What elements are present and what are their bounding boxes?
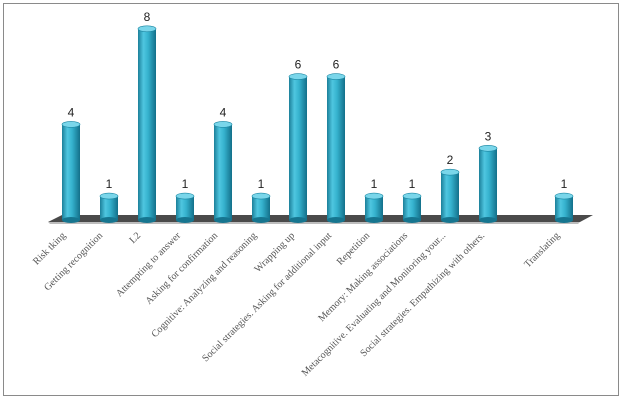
bar-4	[175, 192, 195, 223]
data-label-5: 4	[220, 105, 227, 119]
bar-11	[440, 168, 460, 223]
bar-1	[61, 121, 81, 223]
bar-2	[99, 192, 119, 223]
bar-5	[213, 121, 233, 223]
data-label-3: 8	[144, 10, 151, 24]
category-label-8: Social strategies. Asking for additional…	[200, 230, 334, 364]
bar-8	[326, 73, 346, 223]
bar-12	[478, 145, 498, 223]
data-label-12: 3	[485, 129, 492, 143]
data-label-10: 1	[409, 177, 416, 191]
category-label-9: Repetition	[335, 230, 372, 267]
category-label-11: Metacognitive. Evaluating and Monitoring…	[300, 230, 448, 378]
category-label-3: L2	[127, 230, 143, 246]
chart-floor-shade	[48, 222, 580, 224]
data-label-9: 1	[371, 177, 378, 191]
data-label-13: 1	[561, 177, 568, 191]
data-label-6: 1	[258, 177, 265, 191]
category-label-4: Attempting to answer	[114, 230, 184, 300]
bar-10	[402, 192, 422, 223]
data-label-11: 2	[447, 153, 454, 167]
data-label-2: 1	[106, 177, 113, 191]
bar-13	[554, 192, 574, 223]
bar-3	[137, 25, 157, 223]
data-label-1: 4	[68, 105, 75, 119]
bar-9	[364, 192, 384, 223]
category-label-1: Risk tking	[31, 230, 68, 267]
chart-floor	[48, 215, 593, 222]
bar-6	[251, 192, 271, 223]
bar-7	[288, 73, 308, 223]
category-label-5: Asking for confirmation	[144, 230, 221, 307]
data-label-8: 6	[333, 58, 340, 72]
data-label-7: 6	[295, 58, 302, 72]
data-label-4: 1	[182, 177, 189, 191]
category-label-13: Translating	[522, 230, 562, 270]
